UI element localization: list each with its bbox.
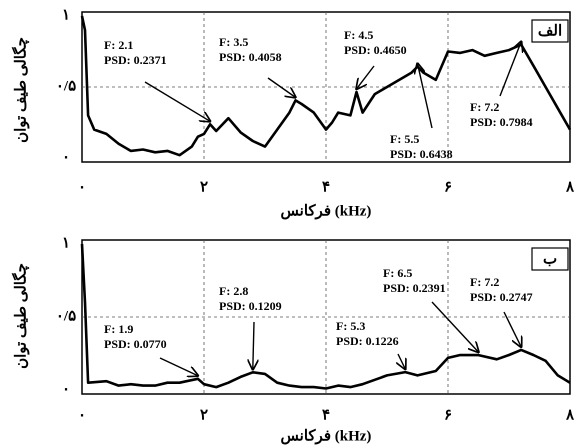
annotation-text: PSD: 0.0770 bbox=[104, 337, 167, 351]
annotation-text: F: 2.1 bbox=[104, 38, 133, 52]
annotation-text: PSD: 0.7984 bbox=[470, 115, 533, 129]
y-tick-label: ۱ bbox=[62, 7, 70, 23]
psd-line bbox=[80, 243, 571, 390]
x-tick-label: ۰ bbox=[78, 407, 86, 423]
annotation-arrow bbox=[144, 81, 210, 121]
x-tick-label: ۴ bbox=[322, 407, 330, 423]
annotation-text: F: 6.5 bbox=[383, 266, 412, 280]
y-tick-label: ۰/۵ bbox=[56, 78, 76, 94]
annotation-arrow bbox=[431, 301, 479, 352]
annotation-arrow bbox=[159, 357, 198, 376]
annotation-text: PSD: 0.4058 bbox=[219, 50, 282, 64]
y-axis-label: چگالی طیف توان bbox=[11, 37, 29, 143]
annotation-text: F: 1.9 bbox=[104, 322, 133, 336]
x-tick-label: ۴ bbox=[322, 179, 330, 195]
panel-label: الف bbox=[538, 23, 562, 39]
annotation-text: F: 2.8 bbox=[219, 284, 248, 298]
y-axis-label: چگالی طیف توان bbox=[11, 263, 29, 369]
annotation-text: PSD: 0.2747 bbox=[470, 290, 533, 304]
x-tick-label: ۸ bbox=[565, 407, 575, 423]
y-tick-label: ۰/۵ bbox=[56, 308, 76, 324]
annotation-arrow bbox=[398, 353, 405, 369]
panel-label: ب bbox=[543, 251, 557, 267]
x-tick-label: ۲ bbox=[200, 407, 208, 423]
panel-label-box bbox=[531, 19, 569, 43]
annotation-text: PSD: 0.2371 bbox=[104, 53, 167, 67]
annotation-text: F: 4.5 bbox=[344, 28, 373, 42]
annotation-text: PSD: 0.4650 bbox=[344, 43, 407, 57]
annotation-text: F: 7.2 bbox=[470, 275, 499, 289]
psd-line bbox=[80, 15, 572, 157]
annotation-arrow bbox=[253, 321, 254, 369]
x-tick-label: ۰ bbox=[78, 179, 86, 195]
annotation-text: PSD: 0.6438 bbox=[390, 147, 453, 161]
y-tick-label: ۱ bbox=[62, 235, 70, 251]
annotation-text: F: 3.5 bbox=[219, 35, 248, 49]
annotation-text: F: 5.3 bbox=[336, 319, 365, 333]
annotation-arrow bbox=[418, 64, 433, 129]
x-tick-label: ۶ bbox=[444, 407, 452, 423]
x-tick-label: ۲ bbox=[200, 179, 208, 195]
panel-label-box bbox=[531, 247, 569, 271]
annotation-text: F: 7.2 bbox=[470, 100, 499, 114]
annotation-text: F: 5.5 bbox=[390, 132, 419, 146]
x-tick-label: ۶ bbox=[444, 179, 452, 195]
x-axis-label: فرکانس (kHz) bbox=[281, 428, 372, 444]
y-tick-label: ۰ bbox=[62, 381, 70, 397]
x-tick-label: ۸ bbox=[565, 179, 575, 195]
annotation-text: PSD: 0.1209 bbox=[219, 299, 282, 313]
annotation-text: PSD: 0.2391 bbox=[383, 281, 446, 295]
annotation-text: PSD: 0.1226 bbox=[336, 334, 399, 348]
y-tick-label: ۰ bbox=[62, 149, 70, 165]
annotation-arrow bbox=[499, 42, 521, 97]
annotation-arrow bbox=[267, 77, 296, 97]
annotation-arrow bbox=[503, 311, 521, 347]
annotation-arrow bbox=[357, 65, 375, 89]
x-axis-label: فرکانس (kHz) bbox=[281, 203, 372, 219]
